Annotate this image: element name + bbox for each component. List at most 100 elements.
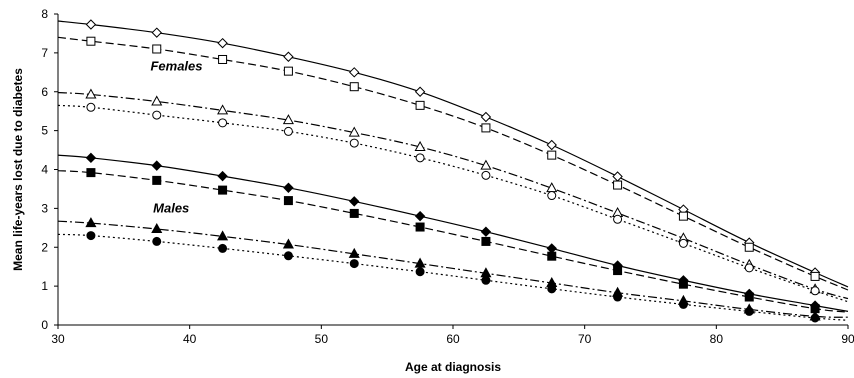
data-point xyxy=(744,242,754,252)
data-point xyxy=(86,231,96,241)
data-point xyxy=(613,266,623,276)
data-point xyxy=(415,222,425,232)
data-point xyxy=(151,27,162,38)
data-point xyxy=(480,226,492,237)
data-point xyxy=(678,211,688,221)
data-point xyxy=(218,54,228,64)
series-line xyxy=(57,170,849,313)
series-7 xyxy=(57,217,849,321)
data-point xyxy=(282,238,294,249)
data-point xyxy=(283,51,294,62)
series-4 xyxy=(57,102,849,303)
data-point xyxy=(349,82,359,92)
plot-area xyxy=(57,19,849,323)
x-tick-label: 40 xyxy=(183,332,197,346)
data-point xyxy=(414,140,426,151)
data-point xyxy=(481,236,491,246)
y-tick-label: 5 xyxy=(41,124,48,138)
series-6 xyxy=(57,168,849,314)
data-point xyxy=(678,238,688,248)
series-8 xyxy=(57,231,849,323)
data-point xyxy=(547,284,557,294)
data-point xyxy=(348,126,360,137)
data-point xyxy=(415,153,425,163)
data-point xyxy=(218,185,228,195)
x-tick-label: 70 xyxy=(578,332,592,346)
data-point xyxy=(151,95,163,106)
x-axis-title: Age at diagnosis xyxy=(405,360,501,374)
data-point xyxy=(85,19,97,30)
y-axis-title: Mean life-years lost due to diabetes xyxy=(11,68,25,271)
data-point xyxy=(547,191,557,201)
x-tick-label: 30 xyxy=(51,332,65,346)
data-point xyxy=(283,126,293,136)
data-point xyxy=(415,267,425,277)
data-point xyxy=(283,66,293,76)
x-tick-label: 60 xyxy=(446,332,460,346)
x-tick-label: 50 xyxy=(315,332,329,346)
data-point xyxy=(282,114,294,125)
data-point xyxy=(613,180,623,190)
data-point xyxy=(481,170,491,180)
data-point xyxy=(612,171,623,182)
data-point xyxy=(481,275,491,285)
data-point xyxy=(217,230,229,241)
data-point xyxy=(613,214,623,224)
data-point xyxy=(218,118,228,128)
females-annotation: Females xyxy=(150,58,202,73)
data-point xyxy=(217,104,229,115)
data-point xyxy=(414,210,426,222)
data-point xyxy=(152,110,162,120)
data-point xyxy=(86,102,96,112)
data-point xyxy=(85,217,97,228)
x-tick-label: 80 xyxy=(710,332,724,346)
series-line xyxy=(57,154,849,312)
data-point xyxy=(349,208,359,218)
data-point xyxy=(348,247,360,258)
series-2 xyxy=(57,36,849,291)
data-point xyxy=(217,170,228,182)
data-point xyxy=(349,259,359,269)
data-point xyxy=(744,306,754,316)
data-point xyxy=(415,100,425,110)
series-line xyxy=(57,104,849,303)
data-point xyxy=(151,222,163,233)
data-point xyxy=(218,243,228,253)
data-point xyxy=(547,251,557,261)
data-point xyxy=(744,263,754,273)
x-tick-label: 90 xyxy=(841,332,854,346)
y-tick-label: 6 xyxy=(41,85,48,99)
data-point xyxy=(349,196,360,207)
y-tick-label: 1 xyxy=(41,279,48,293)
y-tick-label: 2 xyxy=(41,240,48,254)
data-point xyxy=(810,313,820,323)
series-3 xyxy=(57,88,849,300)
data-point xyxy=(546,139,557,151)
series-line xyxy=(57,91,849,300)
data-point xyxy=(810,286,820,296)
data-point xyxy=(547,150,557,160)
series-line xyxy=(57,36,849,291)
data-point xyxy=(283,182,294,193)
data-point xyxy=(481,123,491,133)
data-point xyxy=(678,299,688,309)
series-line xyxy=(57,20,849,288)
y-tick-label: 4 xyxy=(41,163,48,177)
data-point xyxy=(480,159,492,170)
data-point xyxy=(480,111,492,123)
y-tick-label: 3 xyxy=(41,201,48,215)
series-line xyxy=(57,220,849,318)
data-point xyxy=(744,292,754,302)
data-point xyxy=(151,160,162,171)
x-axis-ticks: 30 40 50 60 70 80 90 xyxy=(51,325,854,346)
data-point xyxy=(810,271,820,281)
data-point xyxy=(85,152,97,164)
data-point xyxy=(283,251,293,261)
data-point xyxy=(283,196,293,206)
data-point xyxy=(217,37,228,49)
data-point xyxy=(85,88,97,99)
y-tick-label: 8 xyxy=(41,7,48,21)
data-point xyxy=(86,36,96,46)
data-point xyxy=(349,67,360,78)
